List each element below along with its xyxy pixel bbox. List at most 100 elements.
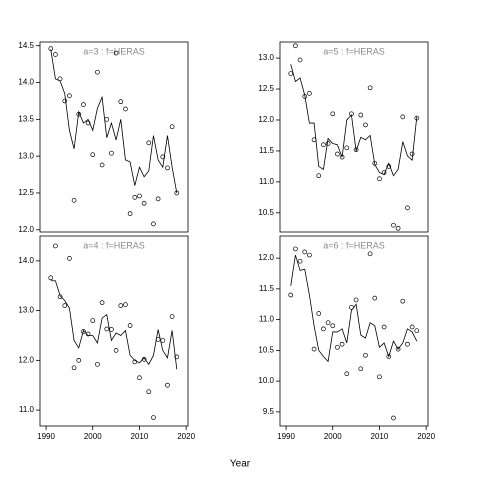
data-point (71, 197, 77, 203)
y-tick-label: 14.0 (18, 256, 34, 265)
data-point (109, 150, 114, 156)
data-point (395, 225, 401, 231)
data-point (288, 71, 294, 76)
data-point (307, 252, 312, 258)
y-tick-label: 11.5 (259, 146, 275, 155)
data-point (137, 375, 142, 381)
panel-frame (279, 41, 429, 233)
data-point (363, 352, 368, 358)
y-tick-label: 12.5 (18, 188, 34, 197)
data-point (90, 318, 96, 323)
data-point (81, 102, 86, 107)
data-point (90, 152, 96, 158)
y-tick-label: 10.0 (258, 376, 274, 385)
data-point (344, 371, 350, 377)
data-point (335, 344, 340, 350)
y-tick-label: 13.5 (18, 114, 34, 123)
y-tick-label: 10.5 (258, 208, 274, 217)
fitted-line (50, 49, 178, 194)
data-point (160, 154, 166, 160)
data-point (113, 348, 119, 353)
y-tick-label: 10.5 (258, 345, 274, 354)
y-tick-label: 13.0 (18, 151, 34, 160)
fitted-line (290, 254, 418, 363)
data-point (141, 200, 147, 206)
data-point (151, 221, 156, 227)
data-point (297, 57, 303, 63)
y-tick-label: 13.0 (258, 53, 274, 62)
data-point (409, 324, 415, 330)
x-tick-label: 2010 (131, 432, 149, 441)
data-point (372, 295, 378, 301)
data-point (62, 98, 68, 104)
data-point (377, 176, 382, 182)
data-point (76, 357, 82, 363)
data-point (288, 292, 294, 298)
y-tick-label: 13.0 (18, 306, 34, 315)
data-point (293, 43, 298, 49)
data-point (339, 341, 345, 347)
data-point (165, 382, 170, 388)
data-point (377, 374, 382, 380)
data-point (165, 165, 170, 171)
fitted-line (50, 280, 178, 370)
data-point (113, 50, 119, 56)
data-point (53, 52, 58, 57)
y-tick-label: 14.0 (18, 78, 34, 87)
data-point (409, 151, 415, 157)
data-point (335, 151, 340, 157)
y-tick-label: 12.0 (18, 225, 34, 234)
y-tick-label: 14.5 (18, 41, 34, 50)
data-point (307, 91, 312, 96)
data-point (297, 258, 303, 264)
data-point (99, 162, 105, 168)
x-tick-label: 2000 (324, 432, 342, 441)
data-point (381, 324, 387, 330)
data-point (104, 326, 110, 332)
data-point (99, 300, 105, 305)
x-tick-label: 2000 (84, 432, 102, 441)
data-point (302, 249, 308, 255)
data-point (169, 124, 175, 130)
data-point (174, 354, 180, 360)
data-point (321, 142, 326, 148)
x-tick-label: 2020 (417, 432, 435, 441)
data-point (81, 329, 86, 334)
data-point (123, 302, 128, 307)
data-point (325, 141, 331, 146)
data-point (127, 211, 133, 216)
y-tick-label: 12.0 (258, 115, 274, 124)
data-point (311, 346, 317, 352)
y-tick-label: 11.0 (19, 405, 35, 414)
data-point (344, 145, 350, 151)
panel-title: a=5 : f=HERAS (323, 46, 385, 56)
data-point (146, 140, 152, 146)
data-point (146, 389, 152, 395)
data-point (321, 326, 326, 332)
data-point (316, 173, 322, 179)
panel-title: a=4 : f=HERAS (83, 240, 145, 250)
fitted-line (290, 64, 418, 177)
data-point (316, 311, 322, 316)
data-point (391, 222, 396, 228)
data-point (85, 120, 91, 126)
data-point (363, 122, 368, 128)
data-point (48, 275, 54, 281)
panel-frame (39, 235, 189, 427)
data-point (67, 93, 72, 99)
panel-title: a=3 : f=HERAS (83, 46, 145, 56)
data-point (53, 243, 58, 249)
data-point (400, 298, 406, 304)
y-tick-label: 12.5 (258, 84, 274, 93)
data-point (62, 303, 68, 308)
data-point (118, 303, 124, 308)
data-point (71, 365, 77, 371)
data-point (95, 69, 100, 75)
panel-title: a=6 : f=HERAS (323, 240, 385, 250)
data-point (137, 193, 142, 199)
data-point (358, 366, 364, 372)
x-tick-label: 2010 (371, 432, 389, 441)
